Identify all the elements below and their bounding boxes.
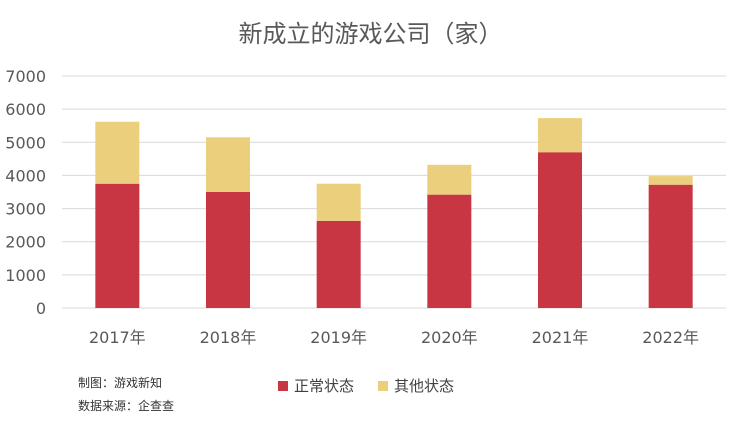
legend-swatch-normal bbox=[278, 380, 288, 391]
x-tick-label: 2018年 bbox=[200, 328, 257, 347]
y-tick-label: 2000 bbox=[5, 233, 46, 252]
x-tick-label: 2017年 bbox=[89, 328, 146, 347]
y-tick-label: 5000 bbox=[5, 133, 46, 152]
y-tick-label: 0 bbox=[36, 299, 46, 318]
x-tick-label: 2022年 bbox=[642, 328, 699, 347]
y-tick-label: 7000 bbox=[5, 67, 46, 86]
y-axis-ticks: 0 1000 2000 3000 4000 5000 6000 7000 bbox=[5, 67, 46, 318]
bar-segment-other bbox=[648, 176, 693, 185]
legend-swatch-other bbox=[378, 380, 389, 391]
bar-segment-normal bbox=[648, 184, 693, 308]
bar-segment-normal bbox=[206, 192, 250, 308]
producer-note: 制图：游戏新知 bbox=[78, 376, 163, 390]
bar-segment-other bbox=[538, 118, 582, 153]
bar-segment-normal bbox=[538, 152, 582, 308]
bar-segment-other bbox=[316, 183, 361, 221]
legend: 正常状态 其他状态 bbox=[278, 375, 478, 396]
bar-segment-normal bbox=[316, 220, 361, 308]
y-tick-label: 3000 bbox=[5, 200, 46, 219]
bar-segment-other bbox=[427, 164, 472, 195]
x-tick-label: 2019年 bbox=[310, 328, 367, 347]
legend-label-normal: 正常状态 bbox=[294, 377, 355, 395]
bar-segment-normal bbox=[95, 183, 140, 308]
y-tick-label: 1000 bbox=[5, 266, 46, 285]
bars bbox=[95, 118, 693, 308]
bar-segment-other bbox=[95, 121, 140, 184]
legend-item-other: 其他状态 bbox=[378, 375, 454, 396]
x-tick-label: 2020年 bbox=[421, 328, 478, 347]
bar-segment-normal bbox=[427, 194, 472, 308]
legend-label-other: 其他状态 bbox=[394, 377, 455, 395]
legend-item-normal: 正常状态 bbox=[278, 375, 354, 396]
y-tick-label: 6000 bbox=[5, 100, 46, 119]
bar-segment-other bbox=[206, 137, 250, 192]
x-axis-ticks: 2017年 2018年 2019年 2020年 2021年 2022年 bbox=[89, 328, 699, 347]
source-note: 数据来源：企查查 bbox=[78, 399, 175, 413]
x-tick-label: 2021年 bbox=[532, 328, 589, 347]
y-tick-label: 4000 bbox=[5, 166, 46, 185]
chart-title: 新成立的游戏公司（家） bbox=[238, 20, 503, 48]
gridlines bbox=[62, 75, 726, 309]
